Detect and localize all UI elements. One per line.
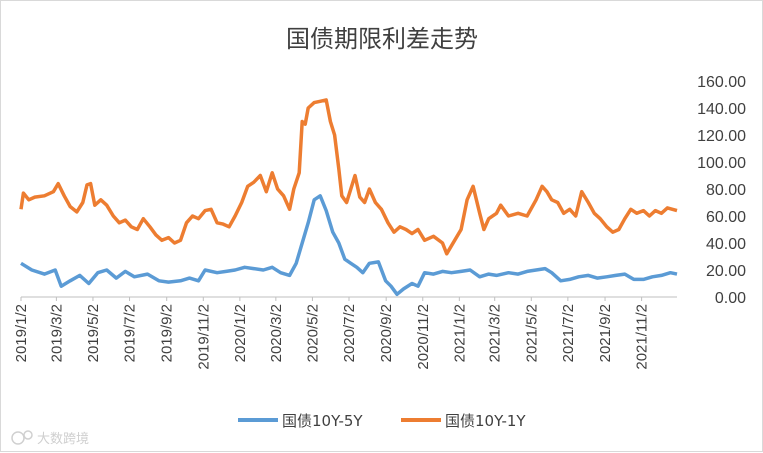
watermark-text: 大数跨境 (37, 432, 89, 447)
x-tick-label: 2020/9/2 (378, 304, 395, 362)
y-tick-label: 80.00 (706, 182, 746, 199)
series-line-1 (20, 194, 678, 297)
x-tick-label: 2020/11/2 (415, 304, 432, 370)
y-axis-ticks: 0.00 20.00 40.00 60.00 80.00 100.00 120.00 140.… (697, 74, 746, 307)
x-tick-label: 2019/5/2 (85, 304, 102, 362)
y-tick-label: 100.00 (697, 155, 746, 172)
chart-title: 国债期限利差走势 (286, 25, 478, 53)
x-tick-label: 2021/1/2 (451, 304, 468, 362)
x-tick-label: 2019/9/2 (159, 304, 176, 362)
x-tick-label: 2020/5/2 (304, 304, 321, 362)
x-tick-label: 2020/7/2 (341, 304, 358, 362)
y-tick-label: 0.00 (715, 290, 746, 307)
x-tick-label: 2020/3/2 (268, 304, 285, 362)
legend-item-series-2: 国债10Y-1Y (401, 412, 526, 430)
legend-label-series-1: 国债10Y-5Y (282, 412, 363, 430)
legend: 国债10Y-5Y 国债10Y-1Y (238, 412, 526, 430)
legend-label-series-2: 国债10Y-1Y (445, 412, 526, 430)
x-tick-label: 2021/3/2 (487, 304, 504, 362)
x-tick-label: 2019/7/2 (122, 304, 139, 362)
x-tick-label: 2021/5/2 (523, 304, 540, 362)
x-tick-label: 2019/1/2 (13, 304, 30, 362)
logo-icon (11, 430, 33, 445)
x-tick-label: 2020/1/2 (232, 304, 249, 362)
x-tick-label: 2019/3/2 (48, 304, 65, 362)
x-axis-ticks: 2019/1/2 2019/3/2 2019/5/2 2019/7/2 2019/9/2… (13, 297, 651, 370)
y-tick-label: 140.00 (697, 101, 746, 118)
legend-item-series-1: 国债10Y-5Y (238, 412, 363, 430)
watermark: 大数跨境 (11, 430, 89, 447)
x-tick-label: 2021/11/2 (634, 304, 651, 370)
x-tick-label: 2021/9/2 (597, 304, 614, 362)
x-tick-label: 2019/11/2 (195, 304, 212, 370)
y-tick-label: 20.00 (706, 263, 746, 280)
y-tick-label: 40.00 (706, 236, 746, 253)
y-tick-label: 60.00 (706, 209, 746, 226)
series-line-2 (19, 98, 678, 256)
x-tick-label: 2021/7/2 (560, 304, 577, 362)
y-tick-label: 160.00 (697, 74, 746, 91)
series-layer (19, 98, 678, 297)
y-tick-label: 120.00 (697, 128, 746, 145)
